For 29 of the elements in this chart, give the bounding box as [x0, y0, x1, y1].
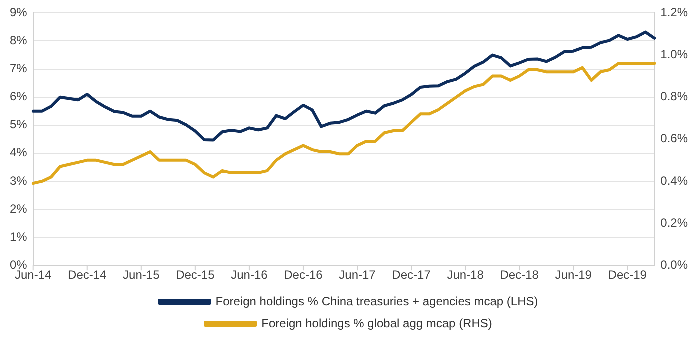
y-tick-label: 8% [10, 34, 28, 48]
x-tick-label: Dec-15 [176, 268, 216, 282]
y-tick-label: 6% [10, 90, 28, 104]
y2-tick-label: 0.6% [660, 132, 688, 146]
y2-tick-label: 0.4% [660, 174, 688, 188]
y-tick-label: 1% [10, 230, 28, 244]
legend-label: Foreign holdings % global agg mcap (RHS) [262, 316, 492, 330]
y2-tick-label: 0.0% [660, 258, 688, 272]
y2-tick-label: 1.0% [660, 48, 688, 62]
y2-tick-label: 0.8% [660, 90, 688, 104]
x-tick-label: Dec-14 [68, 268, 108, 282]
x-tick-label: Jun-16 [231, 268, 268, 282]
y-tick-label: 5% [10, 118, 28, 132]
y-tick-label: 9% [10, 6, 28, 20]
y-tick-label: 2% [10, 202, 28, 216]
x-tick-label: Dec-17 [392, 268, 432, 282]
y-tick-label: 3% [10, 174, 28, 188]
y-tick-label: 7% [10, 62, 28, 76]
legend-label: Foreign holdings % China treasuries + agencies mcap (LHS) [216, 294, 538, 308]
x-tick-label: Dec-18 [500, 268, 540, 282]
x-tick-label: Jun-15 [123, 268, 160, 282]
x-tick-label: Dec-16 [284, 268, 324, 282]
x-tick-label: Jun-17 [339, 268, 376, 282]
x-tick-label: Jun-18 [447, 268, 484, 282]
x-tick-label: Jun-19 [555, 268, 592, 282]
x-tick-label: Dec-19 [608, 268, 648, 282]
y2-tick-label: 1.2% [660, 6, 688, 20]
y2-tick-label: 0.2% [660, 216, 688, 230]
y-tick-label: 4% [10, 146, 28, 160]
